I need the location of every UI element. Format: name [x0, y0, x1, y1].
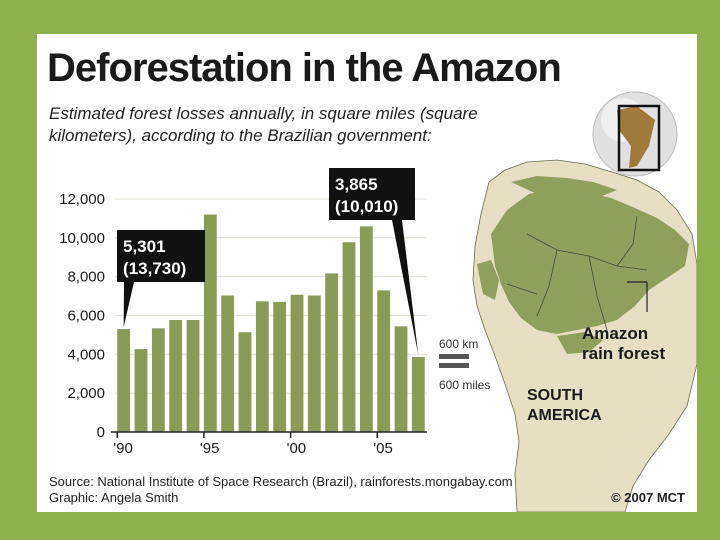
chart-title: Deforestation in the Amazon — [47, 46, 562, 90]
scale-miles-label: 600 miles — [439, 378, 490, 392]
callout-value-sqmi: 3,865 — [335, 175, 378, 194]
rainforest-label-line2: rain forest — [582, 344, 665, 363]
y-tick-label: 8,000 — [67, 269, 105, 286]
chart-subtitle-line2: kilometers), according to the Brazilian … — [49, 126, 432, 145]
y-tick-label: 12,000 — [59, 191, 105, 208]
y-tick-label: 10,000 — [59, 230, 105, 247]
bar-2004 — [359, 226, 373, 432]
rainforest-patch-west — [477, 260, 499, 300]
bar-2000 — [290, 294, 304, 432]
callout-value-sqmi: 5,301 — [123, 237, 166, 256]
bar-2003 — [342, 242, 356, 432]
bar-series — [117, 214, 425, 432]
bar-2007 — [411, 356, 425, 432]
callout-box — [329, 168, 415, 220]
y-tick-label: 6,000 — [67, 308, 105, 325]
x-tick-label: '00 — [287, 440, 307, 457]
y-tick-label: 2,000 — [67, 385, 105, 402]
x-tick-label: '05 — [373, 440, 393, 457]
y-gridlines — [115, 198, 427, 394]
rainforest-patch-north — [511, 176, 617, 198]
callout-pointer — [392, 220, 419, 355]
globe-locator-icon — [592, 91, 678, 177]
y-tick-label: 0 — [97, 424, 105, 441]
bar-1992 — [151, 328, 165, 432]
scale-bar-km — [439, 354, 469, 359]
x-tick-label: '90 — [113, 440, 133, 457]
bar-chart: 0 2,000 4,000 6,000 8,000 10,000 12,000 '90 '95… — [59, 168, 427, 457]
chart-subtitle-line1: Estimated forest losses annually, in squ… — [49, 104, 478, 123]
bar-1991 — [134, 349, 148, 432]
callout-annotations: 5,301 (13,730) 3,865 (10,010) — [117, 168, 419, 355]
callout-value-sqkm: (13,730) — [123, 259, 186, 278]
x-tick-label: '95 — [200, 440, 220, 457]
source-credit: Source: National Institute of Space Rese… — [49, 474, 513, 489]
country-borders — [506, 215, 648, 331]
y-axis-tick-labels: 0 2,000 4,000 6,000 8,000 10,000 12,000 — [59, 191, 105, 441]
callout-pointer — [123, 282, 134, 328]
bar-1998 — [255, 301, 269, 432]
bar-1995 — [203, 214, 217, 432]
continent-label-line2: AMERICA — [527, 407, 602, 424]
rainforest-label-line1: Amazon — [582, 324, 648, 343]
bar-2005 — [377, 290, 391, 432]
bar-2001 — [307, 295, 321, 432]
south-america-map: Amazon rain forest SOUTH AMERICA 600 km … — [439, 91, 697, 512]
x-axis-tick-labels: '90 '95 '00 '05 — [113, 432, 393, 457]
bar-1997 — [238, 332, 252, 432]
bar-1990 — [117, 329, 131, 432]
rainforest-patch-south — [557, 332, 603, 354]
scale-bar-miles — [439, 363, 469, 368]
scale-km-label: 600 km — [439, 337, 478, 351]
copyright-notice: © 2007 MCT — [611, 490, 685, 505]
bar-1994 — [186, 319, 200, 432]
continent-label-line1: SOUTH — [527, 387, 583, 404]
bar-2006 — [394, 326, 408, 432]
y-tick-label: 4,000 — [67, 346, 105, 363]
callout-box — [117, 230, 205, 282]
bar-1996 — [221, 295, 235, 432]
callout-value-sqkm: (10,010) — [335, 197, 398, 216]
bar-2002 — [325, 273, 339, 432]
bar-1999 — [273, 301, 287, 432]
chart-and-map-canvas: Amazon rain forest SOUTH AMERICA 600 km … — [59, 91, 697, 512]
bar-1993 — [169, 319, 183, 432]
infographic-panel: Deforestation in the Amazon Estimated fo… — [37, 34, 697, 512]
graphic-credit: Graphic: Angela Smith — [49, 490, 179, 505]
